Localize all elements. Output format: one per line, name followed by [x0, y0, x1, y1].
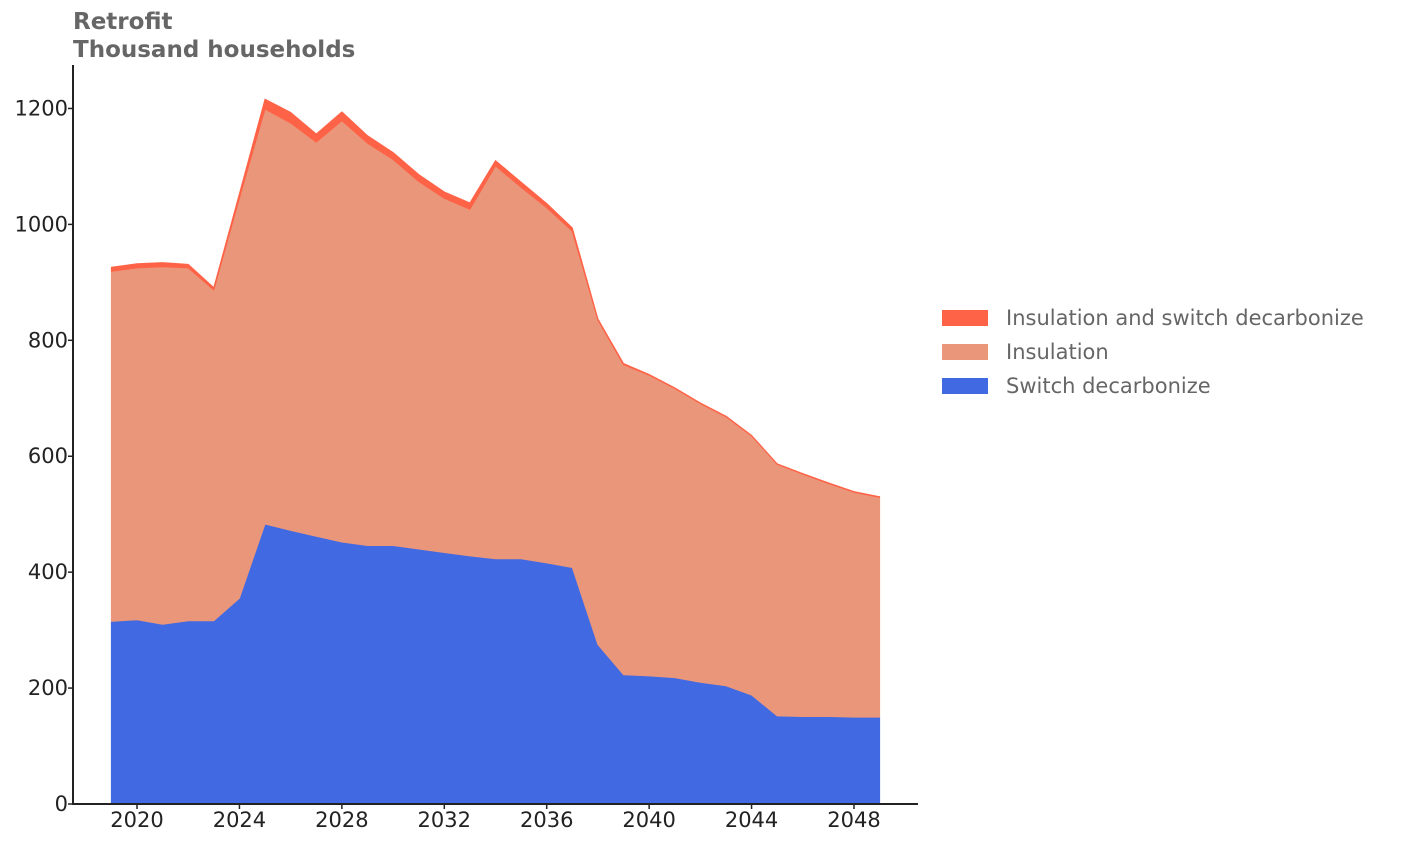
x-axis-ticks: 2020 2024 2028 2032 2036 2040 2044 2048 — [110, 804, 881, 832]
y-tick-label: 400 — [28, 560, 68, 584]
x-tick-label: 2048 — [827, 808, 880, 832]
x-tick-label: 2044 — [725, 808, 778, 832]
chart-title: Retrofit — [73, 9, 173, 35]
legend: Insulation and switch decarbonize Insulat… — [942, 306, 1364, 398]
y-tick-label: 0 — [55, 792, 68, 816]
legend-swatch-insulation-and-switch-decarbonize — [942, 310, 988, 326]
legend-swatch-switch-decarbonize — [942, 378, 988, 394]
legend-swatch-insulation — [942, 344, 988, 360]
x-tick-label: 2020 — [110, 808, 163, 832]
y-tick-label: 1000 — [15, 212, 68, 236]
x-tick-label: 2024 — [213, 808, 266, 832]
x-tick-label: 2036 — [520, 808, 573, 832]
plot-area — [110, 98, 881, 805]
x-tick-label: 2032 — [418, 808, 471, 832]
y-tick-label: 1200 — [15, 96, 68, 120]
y-tick-label: 800 — [28, 328, 68, 352]
area-insulation-and-switch-decarbonize — [110, 98, 881, 498]
chart-subtitle: Thousand households — [73, 37, 355, 63]
y-axis-ticks: 0 200 400 600 800 1000 1200 — [15, 96, 73, 816]
x-tick-label: 2040 — [622, 808, 675, 832]
x-tick-label: 2028 — [315, 808, 368, 832]
legend-label-switch-decarbonize: Switch decarbonize — [1006, 374, 1211, 398]
legend-label-insulation-and-switch-decarbonize: Insulation and switch decarbonize — [1006, 306, 1364, 330]
legend-label-insulation: Insulation — [1006, 340, 1109, 364]
y-tick-label: 600 — [28, 444, 68, 468]
y-tick-label: 200 — [28, 676, 68, 700]
